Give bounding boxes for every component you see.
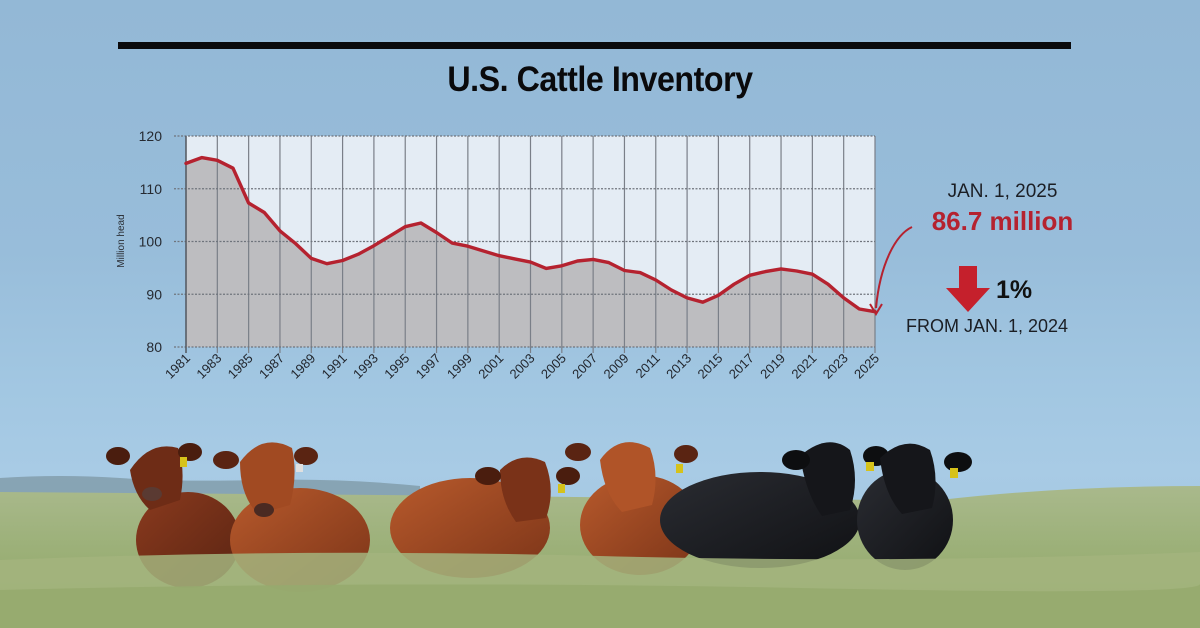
x-tick-label: 2021 (788, 351, 819, 382)
x-tick-label: 1995 (381, 351, 412, 382)
x-tick-label: 2001 (475, 351, 506, 382)
x-tick-label: 1985 (225, 351, 256, 382)
y-axis-label: Million head (116, 214, 127, 267)
x-tick-label: 2007 (569, 351, 600, 382)
area-fill (186, 157, 875, 347)
title-rule (118, 42, 1071, 49)
x-tick-label: 2009 (601, 351, 632, 382)
x-tick-label: 2005 (538, 351, 569, 382)
annotation-comparison: FROM JAN. 1, 2024 (906, 316, 1069, 336)
callout-arrowhead (869, 303, 883, 316)
chart-title: U.S. Cattle Inventory (447, 60, 753, 99)
annotation-date: JAN. 1, 2025 (947, 181, 1058, 202)
x-tick-label: 1993 (350, 351, 381, 382)
y-tick-label: 100 (139, 234, 163, 250)
x-tick-label: 2011 (633, 351, 663, 381)
x-tick-label: 1997 (413, 351, 444, 382)
x-tick-label: 1981 (162, 351, 193, 382)
y-axis: 80 90 100 110 120 (139, 128, 163, 355)
cow-red-3 (390, 457, 580, 578)
x-tick-label: 1987 (256, 351, 287, 382)
x-tick-label: 1991 (319, 351, 350, 382)
y-tick-label: 120 (139, 128, 163, 144)
cow-black-2 (857, 443, 972, 570)
y-tick-label: 110 (140, 181, 163, 197)
x-tick-label: 2025 (851, 351, 882, 382)
x-tick-label: 2015 (694, 351, 725, 382)
annotation-value: 86.7 million (931, 206, 1074, 236)
down-arrow-icon (946, 266, 990, 312)
y-tick-label: 80 (146, 339, 162, 355)
x-axis: 1981 1983 1985 1987 1989 1991 1993 1995 1997 1999… (162, 351, 882, 382)
y-tick-label: 90 (146, 286, 162, 302)
x-tick-label: 2023 (820, 351, 851, 382)
x-tick-label: 2013 (663, 351, 694, 382)
inventory-line (184, 155, 877, 314)
x-tick-label: 1983 (193, 351, 224, 382)
x-tick-label: 1989 (287, 351, 318, 382)
data-line (184, 155, 877, 314)
x-tick-label: 2019 (757, 351, 788, 382)
cattle-photo (0, 442, 1200, 628)
callout-arrow (875, 226, 913, 309)
annotation-change-percent: 1% (996, 276, 1033, 304)
x-tick-label: 2003 (507, 351, 538, 382)
cow-red-4 (565, 442, 700, 575)
area-path (186, 157, 875, 347)
x-tick-label: 1999 (444, 351, 475, 382)
x-tick-label: 2017 (726, 351, 757, 382)
gridlines (174, 135, 876, 353)
